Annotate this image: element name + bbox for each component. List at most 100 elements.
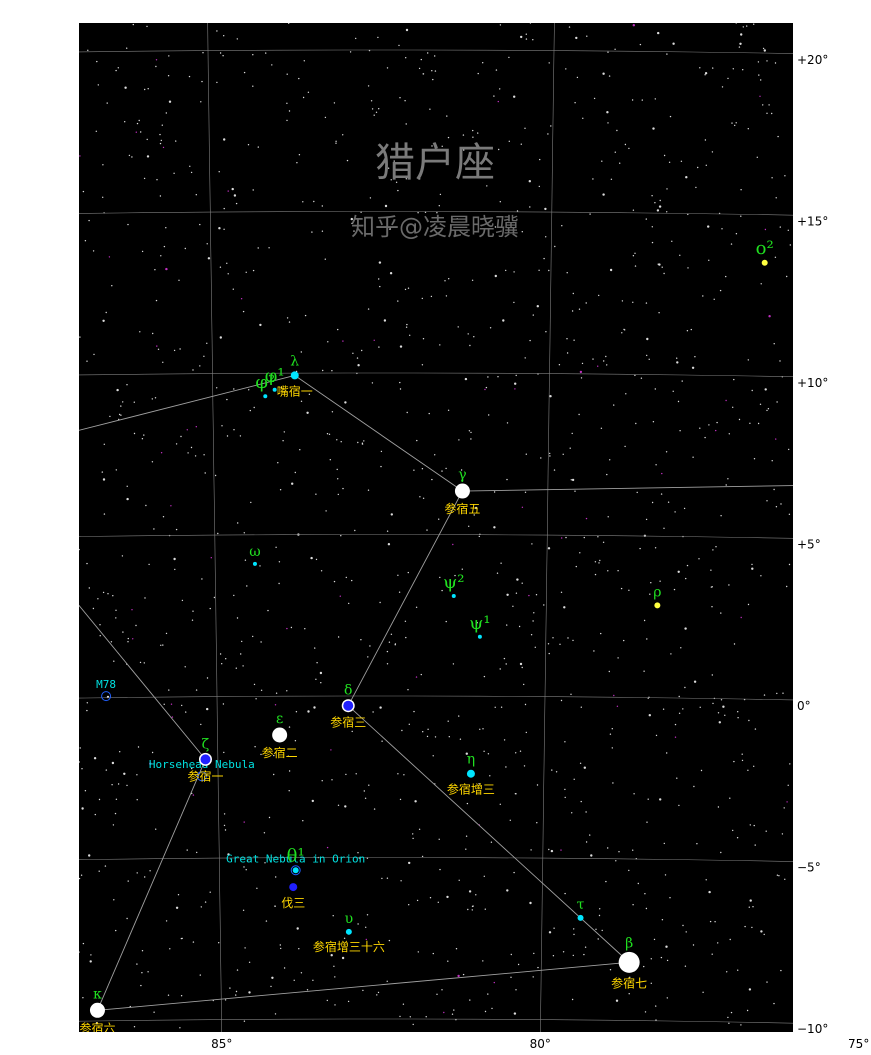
background-star: [399, 97, 401, 99]
background-star: [221, 663, 223, 665]
background-star: [532, 620, 534, 622]
background-star: [200, 101, 202, 103]
background-star: [131, 156, 133, 158]
background-star: [298, 948, 300, 950]
background-star: [380, 450, 383, 453]
background-star: [79, 336, 81, 338]
background-star: [112, 824, 115, 826]
background-star: [768, 315, 771, 318]
background-star: [698, 558, 700, 560]
background-star: [216, 387, 218, 389]
background-star: [357, 364, 360, 367]
dec-grid-line: [79, 211, 793, 216]
background-star: [155, 299, 158, 302]
background-star: [727, 478, 729, 480]
background-star: [420, 673, 422, 676]
background-star: [191, 619, 194, 621]
delta-name-label: 参宿三: [330, 715, 366, 730]
background-star: [340, 535, 342, 537]
background-star: [401, 729, 403, 732]
background-star: [581, 362, 584, 365]
background-star: [350, 217, 353, 221]
background-star: [124, 121, 126, 123]
background-star: [428, 412, 430, 415]
background-star: [379, 706, 382, 709]
background-star: [223, 751, 225, 754]
coordinate-grid: [79, 23, 793, 1032]
background-star: [597, 365, 599, 367]
background-star: [82, 942, 85, 945]
dec-tick-label: +5°: [797, 538, 821, 552]
background-star: [405, 636, 407, 639]
background-star: [389, 272, 393, 275]
background-star: [465, 848, 467, 850]
background-star: [412, 1023, 414, 1026]
background-star: [496, 572, 499, 574]
background-star: [729, 938, 731, 941]
background-star: [457, 326, 459, 328]
background-star: [373, 808, 376, 810]
background-star: [579, 762, 582, 764]
background-star: [483, 875, 485, 877]
background-star: [568, 26, 571, 28]
background-star: [499, 803, 501, 805]
background-star: [307, 710, 310, 713]
background-star: [141, 950, 144, 952]
background-star: [651, 226, 653, 228]
background-star: [335, 142, 337, 144]
background-star: [252, 269, 255, 272]
background-star: [486, 185, 488, 187]
background-star: [331, 411, 334, 413]
background-star: [513, 95, 516, 98]
background-star: [607, 122, 609, 124]
background-star: [413, 710, 415, 713]
background-star: [86, 709, 88, 712]
background-star: [223, 207, 225, 210]
background-star: [136, 774, 138, 776]
background-star: [519, 662, 523, 666]
epsilon-greek-label: ε: [276, 711, 283, 727]
background-star: [287, 755, 289, 757]
background-star: [206, 342, 208, 344]
background-star: [126, 784, 128, 787]
background-star: [154, 269, 156, 271]
background-star: [645, 302, 648, 304]
background-star: [200, 906, 202, 908]
background-star: [441, 589, 443, 592]
background-star: [467, 908, 469, 911]
background-star: [115, 798, 118, 800]
background-star: [585, 841, 588, 843]
background-star: [204, 901, 207, 903]
background-star: [233, 429, 235, 431]
background-star: [528, 180, 531, 183]
background-star: [386, 67, 389, 69]
background-star: [615, 860, 617, 862]
background-star: [744, 925, 746, 928]
background-star: [661, 266, 663, 268]
background-star: [676, 777, 678, 779]
background-star: [520, 35, 523, 39]
background-star: [223, 228, 225, 230]
background-star: [757, 61, 760, 63]
background-star: [643, 670, 645, 672]
background-star: [416, 439, 418, 442]
background-star: [376, 994, 378, 996]
background-star: [514, 793, 517, 795]
background-star: [571, 478, 575, 482]
background-star: [659, 798, 662, 801]
background-star: [693, 680, 697, 683]
background-star: [716, 421, 718, 424]
rho-greek-label: ρ: [653, 584, 661, 600]
background-star: [111, 285, 113, 287]
background-star: [151, 398, 153, 400]
background-star: [615, 999, 619, 1002]
background-star: [595, 928, 597, 930]
background-star: [629, 976, 631, 978]
background-star: [759, 95, 761, 98]
background-star: [707, 225, 710, 228]
background-star: [552, 955, 555, 957]
background-star: [102, 319, 105, 322]
background-star: [357, 219, 359, 221]
background-star: [663, 154, 666, 157]
background-star: [373, 114, 375, 116]
